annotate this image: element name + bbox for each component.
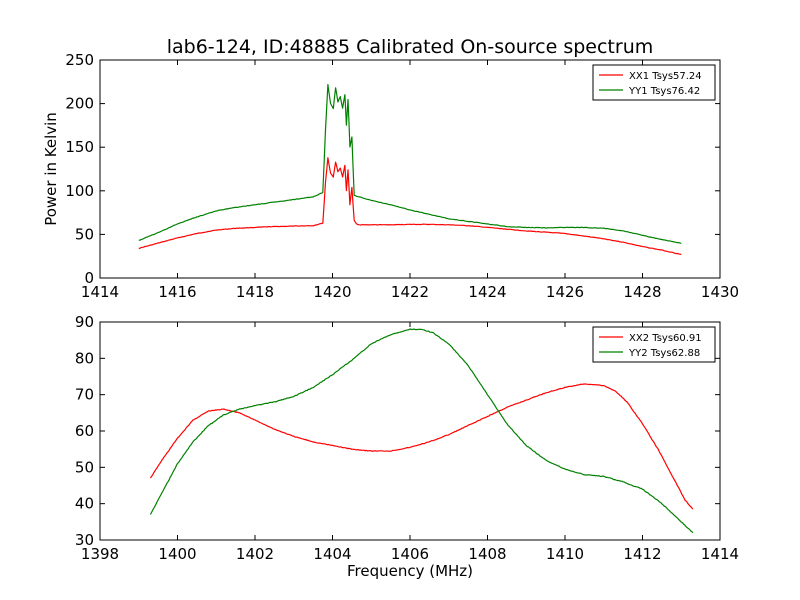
series-line-2 (149, 328, 694, 534)
x-tick-label: 1402 (236, 545, 274, 563)
series-line-1 (149, 383, 694, 510)
x-tick-label: 1426 (546, 283, 584, 301)
y-tick-label: 150 (65, 138, 94, 156)
x-tick-label: 1398 (81, 545, 119, 563)
y-tick-label: 80 (75, 349, 94, 367)
top-plot: 1414 1416 1418 1420 1422 1424 1426 1428 1430 0 50 1… (42, 51, 739, 301)
legend: XX2 Tsys60.91 YY2 Tsys62.88 (592, 326, 716, 363)
legend-entry: YY1 Tsys76.42 (628, 86, 700, 97)
x-tick-label: 1424 (468, 283, 506, 301)
legend-entry: YY2 Tsys62.88 (628, 348, 700, 359)
x-tick-label: 1404 (313, 545, 351, 563)
x-tick-label: 1400 (158, 545, 196, 563)
y-tick-label: 30 (75, 531, 94, 549)
x-axis-label: Frequency (MHz) (347, 562, 473, 580)
y-tick-label: 0 (84, 269, 94, 287)
x-tick-label: 1412 (623, 545, 661, 563)
x-tick-label: 1408 (468, 545, 506, 563)
x-tick-label: 1418 (236, 283, 274, 301)
legend: XX1 Tsys57.24 YY1 Tsys76.42 (592, 64, 716, 101)
legend-entry: XX1 Tsys57.24 (629, 71, 702, 82)
bottom-plot: 1398 1400 1402 1404 1406 1408 1410 1412 1414 30 40… (75, 313, 739, 580)
y-tick-label: 50 (75, 225, 94, 243)
y-axis-label: Power in Kelvin (42, 112, 60, 226)
x-tick-label: 1414 (81, 283, 119, 301)
y-tick-label: 100 (65, 182, 94, 200)
x-tick-label: 1428 (623, 283, 661, 301)
x-tick-label: 1422 (391, 283, 429, 301)
legend-box (592, 64, 716, 101)
x-tick-label: 1416 (158, 283, 196, 301)
x-tick-label: 1420 (313, 283, 351, 301)
y-tick-label: 250 (65, 51, 94, 69)
y-tick-label: 90 (75, 313, 94, 331)
legend-entry: XX2 Tsys60.91 (629, 333, 702, 344)
series-line-2 (138, 84, 682, 244)
x-tick-label: 1430 (701, 283, 739, 301)
legend-box (592, 326, 716, 363)
series-line-1 (138, 157, 682, 256)
x-tick-label: 1414 (701, 545, 739, 563)
x-tick-label: 1406 (391, 545, 429, 563)
y-tick-label: 60 (75, 422, 94, 440)
figure-title: lab6-124, ID:48885 Calibrated On-source … (167, 36, 654, 58)
x-tick-label: 1410 (546, 545, 584, 563)
y-tick-label: 40 (75, 495, 94, 513)
y-tick-label: 70 (75, 386, 94, 404)
y-tick-label: 50 (75, 458, 94, 476)
y-tick-label: 200 (65, 95, 94, 113)
